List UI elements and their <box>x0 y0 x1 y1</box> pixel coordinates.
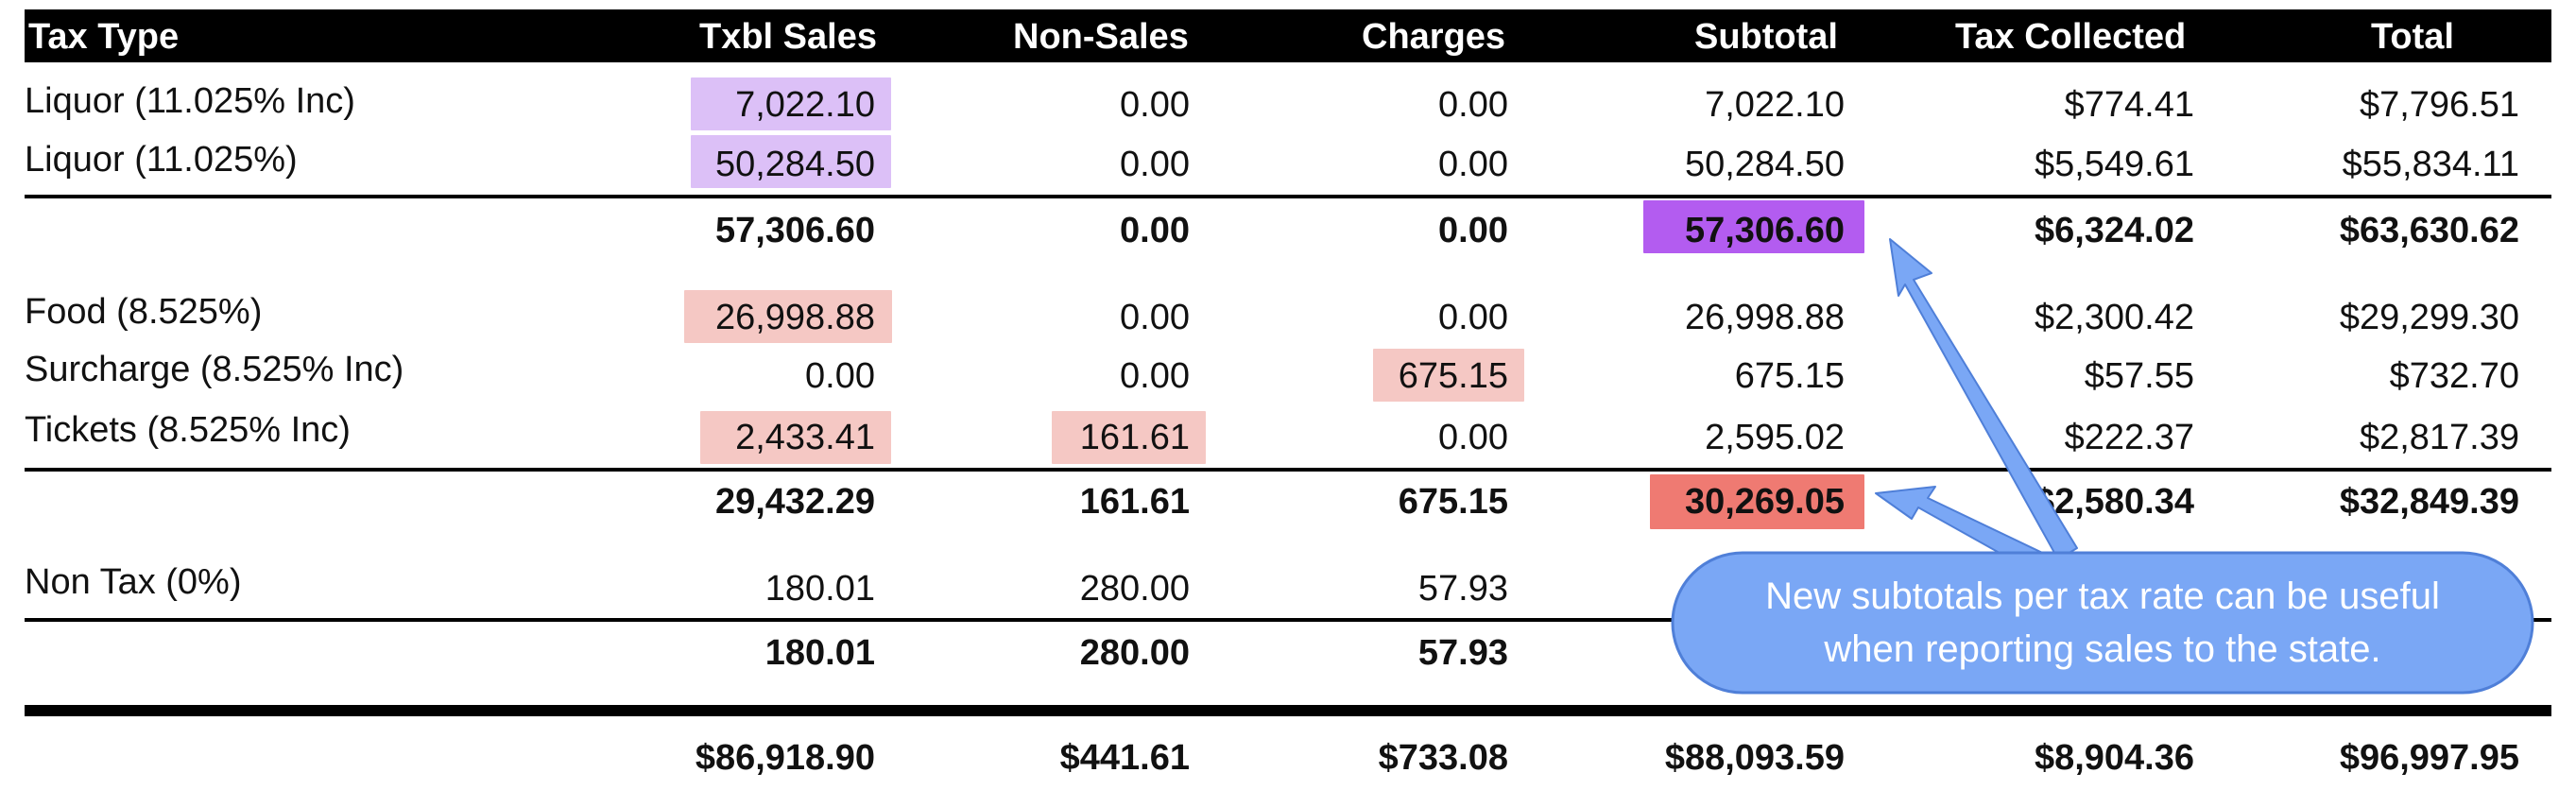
group-total-txbl-sales: 180.01 <box>764 633 875 673</box>
row-total: $7,796.51 <box>2359 85 2519 125</box>
row-total: $55,834.11 <box>2342 145 2519 184</box>
callout-bubble <box>1671 551 2534 695</box>
group-total-charges: 0.00 <box>1438 211 1508 250</box>
highlight-liquor-txbl <box>691 135 891 188</box>
header-txbl-sales: Txbl Sales <box>699 17 877 57</box>
highlight-liquor-inc-txbl <box>691 77 891 130</box>
highlight-surcharge-charges <box>1373 349 1524 402</box>
group-divider <box>25 618 2551 622</box>
highlight-tickets-nonsales <box>1052 411 1206 464</box>
group-total-txbl-sales: 29,432.29 <box>714 482 875 522</box>
row-tax-type: Liquor (11.025%) <box>25 140 298 180</box>
row-tax-type: Food (8.525%) <box>25 292 263 332</box>
callout-line-2: when reporting sales to the state. <box>1823 628 2380 670</box>
row-non-sales: 280.00 <box>1079 569 1190 609</box>
highlight-tickets-txbl <box>700 411 891 464</box>
row-subtotal: 50,284.50 <box>1684 145 1845 184</box>
row-total: $29,299.30 <box>2339 298 2519 337</box>
grand-total-non-sales: $441.61 <box>1059 738 1190 778</box>
row-tax-type: Surcharge (8.525% Inc) <box>25 350 404 389</box>
grand-total-divider <box>25 705 2551 716</box>
group-total-tax-collected: $6,324.02 <box>2034 211 2194 250</box>
row-non-sales: 0.00 <box>1120 85 1190 125</box>
row-charges: 0.00 <box>1438 418 1508 457</box>
row-tax-collected: $774.41 <box>2064 85 2194 125</box>
row-tax-collected: $222.37 <box>2064 418 2194 457</box>
row-tax-collected: $5,549.61 <box>2034 145 2194 184</box>
header-tax-type: Tax Type <box>28 17 180 57</box>
row-subtotal: 26,998.88 <box>1684 298 1845 337</box>
group-total-charges: 57.93 <box>1417 633 1508 673</box>
callout-line-1: New subtotals per tax rate can be useful <box>1765 575 2440 617</box>
header-total: Total <box>2371 17 2454 57</box>
row-subtotal: 2,595.02 <box>1705 418 1845 457</box>
row-txbl-sales: 7,022.10 <box>735 85 875 125</box>
header-tax-collected: Tax Collected <box>1955 17 2187 57</box>
group-total-non-sales: 280.00 <box>1079 633 1190 673</box>
header-non-sales: Non-Sales <box>1013 17 1189 57</box>
row-tax-type: Non Tax (0%) <box>25 562 242 602</box>
row-subtotal: 675.15 <box>1734 356 1845 396</box>
row-tax-collected: $57.55 <box>2084 356 2194 396</box>
group-total-non-sales: 161.61 <box>1079 482 1190 522</box>
group-total-total: $32,849.39 <box>2339 482 2519 522</box>
row-non-sales: 0.00 <box>1120 356 1190 396</box>
group-total-tax-collected: $2,580.34 <box>2034 482 2194 522</box>
row-charges: 0.00 <box>1438 145 1508 184</box>
highlight-food-subtotal <box>1650 474 1864 529</box>
row-non-sales: 0.00 <box>1120 298 1190 337</box>
grand-total-subtotal: $88,093.59 <box>1664 738 1845 778</box>
row-charges: 0.00 <box>1438 85 1508 125</box>
row-charges: 0.00 <box>1438 298 1508 337</box>
group-total-subtotal: 30,269.05 <box>1684 482 1845 522</box>
grand-total-total: $96,997.95 <box>2339 738 2519 778</box>
row-txbl-sales: 2,433.41 <box>735 418 875 457</box>
row-tax-type: Tickets (8.525% Inc) <box>25 410 351 450</box>
row-txbl-sales: 180.01 <box>764 569 875 609</box>
highlight-food-txbl <box>684 290 892 343</box>
row-charges: 675.15 <box>1398 356 1508 396</box>
grand-total-charges: $733.08 <box>1378 738 1508 778</box>
highlight-liquor-subtotal <box>1643 200 1864 253</box>
row-tax-collected: $2,300.42 <box>2034 298 2194 337</box>
row-non-sales: 161.61 <box>1079 418 1190 457</box>
row-subtotal: 7,022.10 <box>1705 85 1845 125</box>
group-total-subtotal: 57,306.60 <box>1684 211 1845 250</box>
group-divider <box>25 468 2551 472</box>
row-tax-type: Liquor (11.025% Inc) <box>25 81 355 121</box>
group-total-charges: 675.15 <box>1398 482 1508 522</box>
row-charges: 57.93 <box>1417 569 1508 609</box>
header-subtotal: Subtotal <box>1694 17 1838 57</box>
group-divider <box>25 195 2551 198</box>
group-total-txbl-sales: 57,306.60 <box>714 211 875 250</box>
group-total-non-sales: 0.00 <box>1120 211 1190 250</box>
group-total-total: $63,630.62 <box>2339 211 2519 250</box>
row-total: $732.70 <box>2389 356 2519 396</box>
row-txbl-sales: 50,284.50 <box>714 145 875 184</box>
row-txbl-sales: 0.00 <box>805 356 875 396</box>
table-header-row <box>25 9 2551 62</box>
header-charges: Charges <box>1362 17 1506 57</box>
row-total: $2,817.39 <box>2359 418 2519 457</box>
grand-total-tax-collected: $8,904.36 <box>2034 738 2194 778</box>
arrow-to-liquor-subtotal <box>1889 238 2078 560</box>
row-non-sales: 0.00 <box>1120 145 1190 184</box>
grand-total-txbl-sales: $86,918.90 <box>695 738 875 778</box>
row-txbl-sales: 26,998.88 <box>714 298 875 337</box>
